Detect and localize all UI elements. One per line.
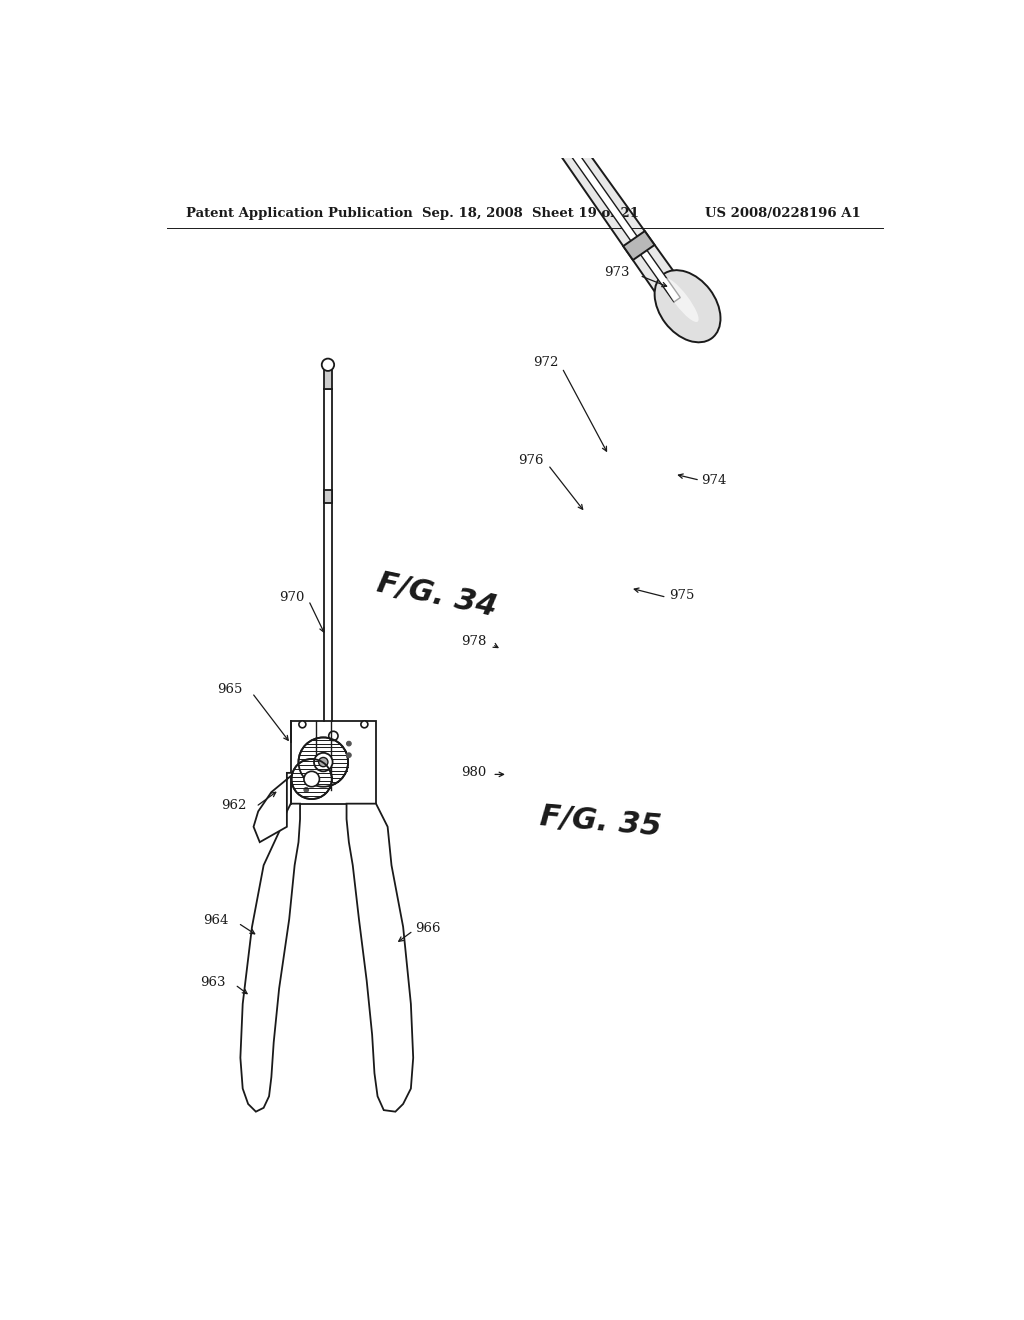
- Circle shape: [346, 752, 351, 758]
- Text: 976: 976: [518, 454, 544, 467]
- Text: 972: 972: [532, 356, 558, 370]
- Polygon shape: [324, 370, 332, 389]
- Text: 978: 978: [461, 635, 486, 648]
- Text: F/G. 34: F/G. 34: [375, 569, 500, 623]
- Polygon shape: [548, 123, 575, 149]
- Circle shape: [299, 721, 306, 727]
- Polygon shape: [346, 804, 414, 1111]
- Text: 973: 973: [604, 265, 630, 279]
- Polygon shape: [469, 8, 680, 302]
- Polygon shape: [254, 774, 295, 842]
- Polygon shape: [624, 231, 654, 260]
- Polygon shape: [368, 0, 475, 4]
- Circle shape: [346, 742, 351, 746]
- Circle shape: [318, 758, 328, 767]
- Circle shape: [329, 731, 338, 741]
- Text: US 2008/0228196 A1: US 2008/0228196 A1: [706, 207, 861, 220]
- Polygon shape: [447, 0, 500, 38]
- Circle shape: [304, 788, 308, 792]
- Polygon shape: [477, 22, 697, 321]
- Polygon shape: [462, 4, 496, 32]
- Text: 970: 970: [280, 591, 305, 603]
- Text: 962: 962: [221, 799, 247, 812]
- Ellipse shape: [654, 271, 721, 342]
- Text: 980: 980: [461, 767, 486, 779]
- Polygon shape: [241, 804, 300, 1111]
- Circle shape: [304, 771, 319, 787]
- Text: F/G. 35: F/G. 35: [539, 803, 663, 842]
- Text: Patent Application Publication: Patent Application Publication: [186, 207, 413, 220]
- Ellipse shape: [665, 279, 698, 322]
- Text: 975: 975: [669, 589, 694, 602]
- Polygon shape: [452, 0, 485, 18]
- Text: 964: 964: [204, 915, 228, 927]
- Circle shape: [299, 738, 348, 787]
- Circle shape: [314, 752, 333, 771]
- Polygon shape: [324, 490, 332, 503]
- Text: 965: 965: [217, 684, 243, 696]
- Circle shape: [292, 759, 332, 799]
- Circle shape: [360, 721, 368, 727]
- Polygon shape: [291, 721, 376, 804]
- Text: 974: 974: [701, 474, 727, 487]
- Text: Sep. 18, 2008  Sheet 19 of 21: Sep. 18, 2008 Sheet 19 of 21: [423, 207, 640, 220]
- Text: 963: 963: [200, 975, 225, 989]
- Circle shape: [322, 359, 334, 371]
- Text: 966: 966: [415, 921, 440, 935]
